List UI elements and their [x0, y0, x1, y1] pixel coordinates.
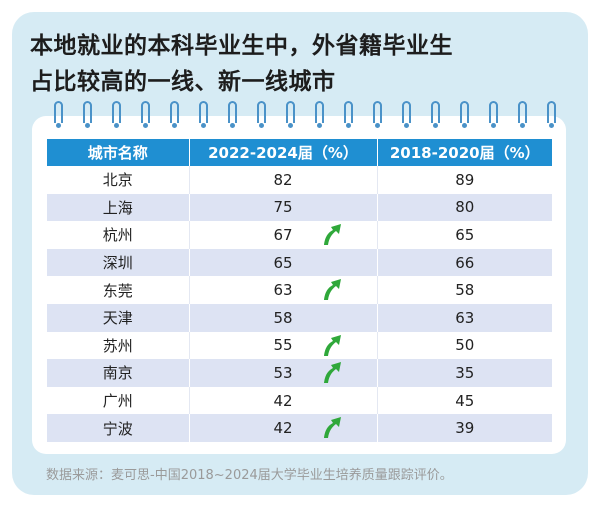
- binder-ring-icon: [489, 101, 498, 128]
- cell-city: 上海: [47, 193, 190, 222]
- cell-2022-2024: 63: [189, 276, 378, 304]
- binder-rings: [32, 101, 566, 128]
- value-2022-2024: 58: [273, 308, 293, 327]
- binder-ring-icon: [431, 101, 440, 128]
- cell-2018-2020: 80: [377, 193, 552, 222]
- binder-ring-icon: [228, 101, 237, 128]
- cell-city: 广州: [47, 386, 190, 415]
- source-note: 数据来源：麦可思-中国2018~2024届大学毕业生培养质量跟踪评价。: [46, 468, 453, 483]
- table-header-row: 城市名称 2022-2024届（%） 2018-2020届（%）: [47, 139, 552, 166]
- cell-city: 苏州: [47, 331, 190, 360]
- up-arrow-icon: [323, 224, 341, 246]
- binder-ring-icon: [373, 101, 382, 128]
- value-2022-2024: 67: [273, 225, 293, 244]
- table-row: 杭州 67 65: [47, 221, 552, 249]
- header-2022-2024: 2022-2024届（%）: [189, 139, 378, 166]
- cell-city: 北京: [47, 166, 190, 194]
- binder-ring-icon: [518, 101, 527, 128]
- binder-ring-icon: [460, 101, 469, 128]
- table-row: 上海 75 80: [47, 193, 552, 222]
- binder-ring-icon: [141, 101, 150, 128]
- cell-2018-2020: 66: [377, 248, 552, 277]
- value-2022-2024: 42: [273, 419, 293, 438]
- cell-2018-2020: 89: [377, 166, 552, 194]
- header-2018-2020: 2018-2020届（%）: [377, 139, 552, 166]
- cell-2022-2024: 42: [189, 386, 378, 415]
- table-row: 深圳 65 66: [47, 248, 552, 277]
- value-2022-2024: 82: [273, 170, 293, 189]
- cell-2018-2020: 58: [377, 276, 552, 304]
- binder-ring-icon: [170, 101, 179, 128]
- binder-ring-icon: [315, 101, 324, 128]
- table-row: 天津 58 63: [47, 303, 552, 332]
- page-title: 本地就业的本科毕业生中，外省籍毕业生 占比较高的一线、新一线城市: [30, 28, 570, 100]
- cell-2022-2024: 53: [189, 359, 378, 387]
- binder-ring-icon: [199, 101, 208, 128]
- up-arrow-icon: [323, 334, 341, 356]
- binder-ring-icon: [112, 101, 121, 128]
- binder-ring-icon: [344, 101, 353, 128]
- cell-2022-2024: 65: [189, 248, 378, 277]
- table-row: 宁波 42 39: [47, 414, 552, 442]
- cell-2018-2020: 63: [377, 303, 552, 332]
- binder-ring-icon: [402, 101, 411, 128]
- binder-ring-icon: [286, 101, 295, 128]
- value-2022-2024: 65: [273, 253, 293, 272]
- cell-2022-2024: 55: [189, 331, 378, 360]
- table-row: 广州 42 45: [47, 386, 552, 415]
- cell-2022-2024: 67: [189, 221, 378, 249]
- binder-ring-icon: [83, 101, 92, 128]
- binder-ring-icon: [547, 101, 556, 128]
- cell-city: 宁波: [47, 414, 190, 442]
- cell-city: 天津: [47, 303, 190, 332]
- table-row: 苏州 55 50: [47, 331, 552, 360]
- cell-2018-2020: 50: [377, 331, 552, 360]
- binder-ring-icon: [54, 101, 63, 128]
- cell-2022-2024: 42: [189, 414, 378, 442]
- cell-city: 杭州: [47, 221, 190, 249]
- table-row: 东莞 63 58: [47, 276, 552, 304]
- value-2022-2024: 55: [273, 336, 293, 355]
- value-2022-2024: 53: [273, 363, 293, 382]
- cell-2018-2020: 35: [377, 359, 552, 387]
- cell-2022-2024: 58: [189, 303, 378, 332]
- data-table: 城市名称 2022-2024届（%） 2018-2020届（%） 北京 82 89 上…: [47, 139, 552, 442]
- cell-city: 南京: [47, 359, 190, 387]
- cell-city: 东莞: [47, 276, 190, 304]
- header-city: 城市名称: [47, 139, 190, 166]
- value-2022-2024: 63: [273, 281, 293, 300]
- cell-city: 深圳: [47, 248, 190, 277]
- title-line-2: 占比较高的一线、新一线城市: [30, 69, 336, 95]
- up-arrow-icon: [323, 279, 341, 301]
- title-line-1: 本地就业的本科毕业生中，外省籍毕业生: [30, 33, 453, 59]
- binder-ring-icon: [257, 101, 266, 128]
- cell-2018-2020: 39: [377, 414, 552, 442]
- cell-2022-2024: 75: [189, 193, 378, 222]
- cell-2018-2020: 65: [377, 221, 552, 249]
- cell-2022-2024: 82: [189, 166, 378, 194]
- value-2022-2024: 75: [273, 198, 293, 217]
- value-2022-2024: 42: [273, 391, 293, 410]
- up-arrow-icon: [323, 417, 341, 439]
- table-row: 南京 53 35: [47, 359, 552, 387]
- up-arrow-icon: [323, 362, 341, 384]
- table-row: 北京 82 89: [47, 166, 552, 194]
- cell-2018-2020: 45: [377, 386, 552, 415]
